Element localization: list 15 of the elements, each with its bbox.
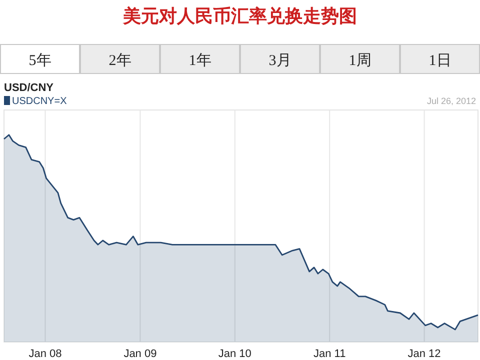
x-tick-label: Jan 11 [313,348,346,360]
chart-title: 美元对人民币汇率兑换走势图 [122,6,357,26]
text: 1周 [348,53,372,69]
x-tick-label: Jan 09 [124,348,157,360]
chart-subtitle: USD/CNY [4,82,54,94]
text: 1年 [188,52,212,69]
x-tick-label: Jan 10 [218,348,252,360]
text: 2年 [108,52,132,69]
x-tick-label: Jan 08 [28,348,62,360]
text: 5年 [28,52,52,69]
text: 1日 [428,53,452,69]
legend-label: USDCNY=X [12,96,68,107]
x-tick-label: Jan 12 [408,348,441,360]
text: 3月 [268,53,292,69]
text: Jul 26, 2012 [426,96,476,106]
